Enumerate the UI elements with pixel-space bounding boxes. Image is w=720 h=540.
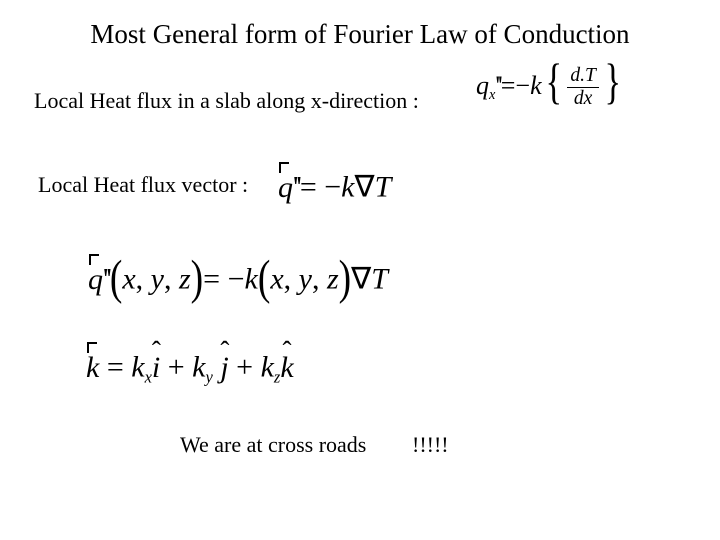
i-hat: i: [152, 351, 160, 385]
minus: −: [515, 71, 530, 100]
minus: −: [228, 263, 245, 296]
var-k: k: [341, 171, 354, 204]
comma: ,: [136, 263, 144, 296]
nabla-icon: ∇: [351, 263, 371, 296]
caption-slab: Local Heat flux in a slab along x-direct…: [34, 88, 419, 114]
right-paren: ): [339, 250, 352, 306]
var-z: z: [179, 263, 191, 296]
var-y: y: [299, 263, 312, 296]
comma: ,: [312, 263, 320, 296]
equals: =: [107, 351, 124, 384]
footer-exclaim: !!!!!: [412, 432, 449, 458]
var-q: q: [278, 171, 293, 204]
fraction-dT-dx: d.Tdx: [565, 66, 600, 110]
var-k: k: [530, 71, 542, 100]
comma: ,: [164, 263, 172, 296]
equals: =: [501, 71, 516, 100]
vector-arrow-icon: q: [278, 160, 293, 205]
var-T: T: [371, 263, 388, 296]
var-ky: k: [192, 351, 205, 384]
left-paren: (: [110, 250, 123, 306]
frac-den-d: d: [574, 88, 584, 109]
equation-slab-flux: qx''=−k{d.Tdx}: [476, 66, 625, 110]
k-hat: k: [280, 351, 293, 385]
right-paren: ): [191, 250, 204, 306]
equation-flux-xyz: q''(x, y, z)= −k(x, y, z)∇T: [88, 252, 388, 299]
nabla-icon: ∇: [354, 171, 374, 204]
var-kx: k: [131, 351, 144, 384]
footer-text: We are at cross roads: [180, 432, 366, 458]
var-y: y: [151, 263, 164, 296]
left-paren: (: [258, 250, 271, 306]
sub-x: x: [145, 367, 152, 386]
var-x: x: [122, 263, 135, 296]
minus: −: [324, 171, 341, 204]
slide-title: Most General form of Fourier Law of Cond…: [0, 18, 720, 50]
frac-num-T: T: [585, 65, 596, 86]
var-k: k: [245, 263, 258, 296]
double-prime: '': [293, 171, 300, 204]
equation-k-vector: k = kxi + ky j + kzk: [86, 340, 294, 387]
var-x: x: [270, 263, 283, 296]
equation-vector-flux: q''= −k∇T: [278, 160, 391, 205]
frac-num-d: d.: [570, 65, 585, 86]
vector-arrow-icon: q: [88, 252, 103, 297]
double-prime: '': [103, 263, 110, 296]
var-z: z: [327, 263, 339, 296]
var-q: q: [88, 263, 103, 296]
caption-vector: Local Heat flux vector :: [38, 172, 248, 198]
sub-y: y: [206, 367, 213, 386]
equals: =: [203, 263, 220, 296]
var-T: T: [375, 171, 392, 204]
var-kz: k: [261, 351, 274, 384]
slide: Most General form of Fourier Law of Cond…: [0, 0, 720, 540]
plus: +: [168, 351, 185, 384]
var-q: q: [476, 71, 489, 100]
j-hat: j: [220, 351, 228, 385]
frac-den-x: x: [584, 88, 593, 109]
vector-arrow-icon: k: [86, 340, 99, 385]
comma: ,: [284, 263, 292, 296]
plus: +: [236, 351, 253, 384]
equals: =: [300, 171, 317, 204]
var-k: k: [86, 351, 99, 384]
